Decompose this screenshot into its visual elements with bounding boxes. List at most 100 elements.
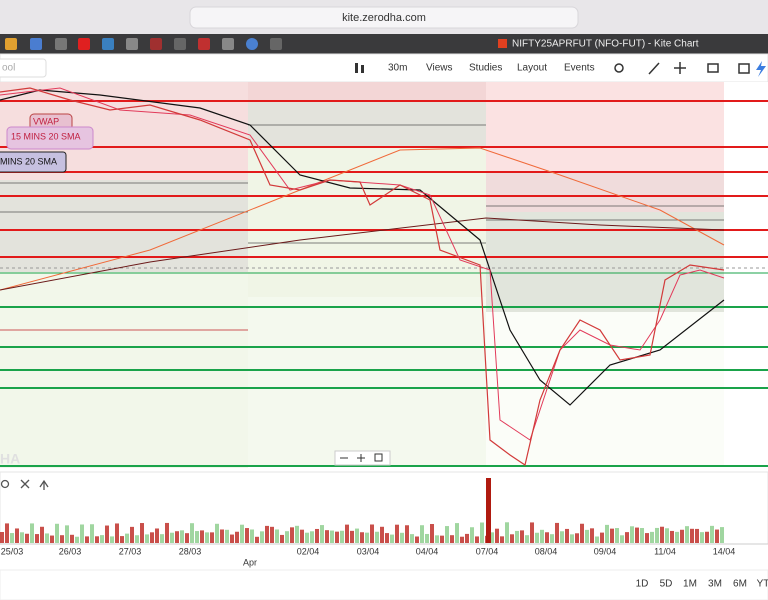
bookmark-icons [5, 38, 507, 50]
volume-bar [640, 528, 644, 543]
volume-bar [95, 536, 99, 543]
volume-bar [100, 535, 104, 543]
volume-bar [405, 525, 409, 543]
volume-bar [115, 523, 119, 543]
menu[interactable]: Events [564, 63, 595, 74]
volume-bar [630, 526, 634, 543]
volume-bar [665, 528, 669, 543]
volume-bar [370, 524, 374, 543]
range-button[interactable]: 6M [733, 579, 747, 590]
volume-bar [415, 536, 419, 543]
volume-bar [340, 530, 344, 543]
volume-bar [240, 524, 244, 543]
watermark: HA [0, 451, 20, 467]
pane-controls[interactable] [0, 479, 49, 490]
range-button[interactable]: 1M [683, 579, 697, 590]
volume-bar [285, 531, 289, 543]
volume-bar [690, 528, 694, 543]
volume-bar [560, 531, 564, 543]
volume-bar [575, 533, 579, 543]
volume-bar [545, 532, 549, 543]
volume-bar [310, 531, 314, 543]
url-box[interactable] [189, 6, 579, 29]
volume-bar [330, 530, 334, 543]
toolbar [0, 53, 768, 83]
volume-bar [540, 529, 544, 543]
volume-bar [515, 530, 519, 543]
tab-title[interactable]: NIFTY25APRFUT (NFO-FUT) - Kite Chart [512, 39, 699, 50]
volume-bar [620, 535, 624, 543]
volume-bar [715, 529, 719, 543]
volume-bar [10, 533, 14, 543]
interval[interactable]: 30m [388, 63, 407, 74]
volume-bar [210, 532, 214, 543]
lightning-icon[interactable] [756, 61, 766, 77]
vwap-label: VWAP [33, 116, 59, 126]
volume-bar [200, 530, 204, 543]
menu[interactable]: Layout [517, 63, 547, 74]
x-tick-label: 04/04 [416, 546, 439, 556]
volume-bar [490, 532, 494, 543]
volume-bar [595, 536, 599, 543]
volume-bar [165, 522, 169, 543]
volume-bar [660, 526, 664, 543]
x-tick-label: 25/03 [1, 546, 24, 556]
volume-bar [380, 526, 384, 543]
volume-bar [275, 529, 279, 543]
volume-bar [75, 536, 79, 543]
volume-bar [55, 523, 59, 543]
volume-bar [710, 525, 714, 543]
volume-bar [185, 533, 189, 543]
volume-bar [430, 524, 434, 543]
chart-area: VWAP 15 MINS 20 SMA MINS 20 SMA HA [0, 82, 768, 472]
volume-bar [705, 531, 709, 543]
volume-bar [305, 532, 309, 543]
menu[interactable]: Studies [469, 63, 502, 74]
ranges: 1D 5D 1M 3M 6M YT [636, 579, 768, 590]
volume-bar [160, 534, 164, 543]
volume-bar [480, 522, 484, 543]
volume-bar [600, 532, 604, 543]
volume-bar [40, 526, 44, 543]
volume-bar [365, 532, 369, 543]
x-tick-label: 26/03 [59, 546, 82, 556]
menu[interactable]: Views [426, 63, 453, 74]
x-tick-label: 11/04 [654, 546, 676, 556]
range-button[interactable]: 3M [708, 579, 722, 590]
volume-bar [720, 527, 724, 543]
candle-icon[interactable] [355, 63, 364, 73]
x-tick-label: 28/03 [179, 546, 202, 556]
tool-icons [614, 62, 750, 75]
volume-bar [80, 524, 84, 543]
volume-bar [175, 531, 179, 543]
volume-bar [395, 524, 399, 543]
volume-bar [280, 534, 284, 543]
volume-bar [520, 530, 524, 543]
tab-bar [0, 34, 768, 54]
volume-bar [70, 534, 74, 543]
volume-bar [245, 528, 249, 543]
volume-bar [130, 526, 134, 543]
volume-bar [360, 532, 364, 543]
volume-bar [225, 529, 229, 543]
range-button[interactable]: 5D [660, 579, 673, 590]
volume-bar [675, 531, 679, 543]
search-box[interactable] [0, 58, 47, 78]
volume-bar [695, 528, 699, 543]
range-button[interactable]: YT [757, 579, 768, 590]
x-tick-label: Apr [243, 557, 257, 567]
volume-bar [555, 522, 559, 543]
volume-bar [30, 523, 34, 543]
volume-bar [500, 536, 504, 543]
volume-bar [45, 533, 49, 543]
x-tick-label: 08/04 [535, 546, 558, 556]
volume-bar [445, 526, 449, 543]
volume-bar [120, 536, 124, 543]
volume-bar [215, 523, 219, 543]
range-button[interactable]: 1D [636, 579, 649, 590]
volume-bar [685, 526, 689, 543]
volume-bar [585, 529, 589, 543]
volume-bar [700, 532, 704, 543]
volume-bar [105, 525, 109, 543]
zoom-controls[interactable] [334, 450, 391, 466]
